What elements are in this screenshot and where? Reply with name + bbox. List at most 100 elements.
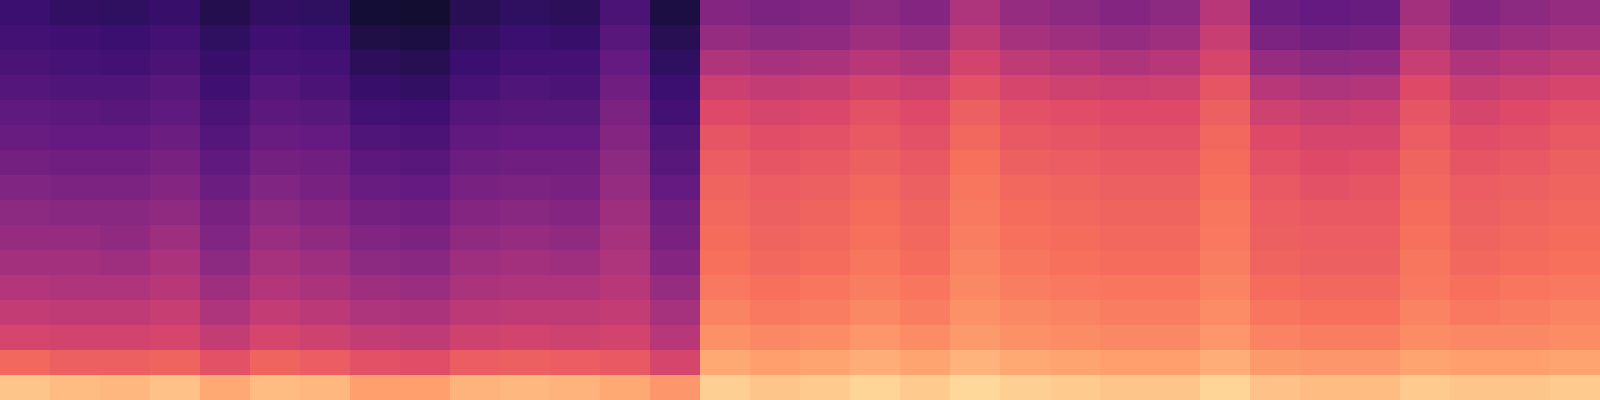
cell bbox=[1050, 375, 1101, 400]
cell bbox=[300, 100, 351, 126]
cell bbox=[800, 25, 851, 51]
cell bbox=[550, 350, 601, 376]
cell bbox=[1500, 150, 1551, 176]
cell bbox=[750, 350, 801, 376]
cell bbox=[800, 250, 851, 276]
cell bbox=[500, 175, 551, 201]
cell bbox=[750, 175, 801, 201]
cell bbox=[1350, 325, 1401, 351]
cell bbox=[1000, 175, 1051, 201]
cell bbox=[300, 175, 351, 201]
cell bbox=[1250, 175, 1301, 201]
cell bbox=[150, 325, 201, 351]
cell bbox=[1400, 125, 1451, 151]
cell bbox=[1500, 275, 1551, 301]
cell bbox=[200, 325, 251, 351]
cell bbox=[600, 225, 651, 251]
cell bbox=[950, 200, 1001, 226]
cell bbox=[1300, 200, 1351, 226]
cell bbox=[1500, 325, 1551, 351]
cell bbox=[600, 150, 651, 176]
cell bbox=[1450, 150, 1501, 176]
cell bbox=[1000, 225, 1051, 251]
cell bbox=[1200, 300, 1251, 326]
cell bbox=[800, 225, 851, 251]
cell bbox=[400, 375, 451, 400]
cell bbox=[650, 375, 701, 400]
cell bbox=[1400, 0, 1451, 26]
cell bbox=[350, 275, 401, 301]
cell bbox=[550, 50, 601, 76]
cell bbox=[1250, 350, 1301, 376]
cell bbox=[1350, 200, 1401, 226]
cell bbox=[750, 100, 801, 126]
cell bbox=[100, 250, 151, 276]
cell bbox=[200, 150, 251, 176]
cell bbox=[350, 300, 401, 326]
cell bbox=[300, 250, 351, 276]
cell bbox=[750, 275, 801, 301]
cell bbox=[100, 350, 151, 376]
cell bbox=[1200, 350, 1251, 376]
cell bbox=[150, 175, 201, 201]
cell bbox=[1500, 75, 1551, 101]
cell bbox=[550, 375, 601, 400]
cell bbox=[1500, 100, 1551, 126]
cell bbox=[50, 225, 101, 251]
cell bbox=[0, 325, 51, 351]
cell bbox=[1500, 225, 1551, 251]
cell bbox=[650, 175, 701, 201]
cell bbox=[850, 125, 901, 151]
cell bbox=[600, 325, 651, 351]
cell bbox=[600, 75, 651, 101]
cell bbox=[550, 150, 601, 176]
cell bbox=[500, 200, 551, 226]
cell bbox=[1500, 350, 1551, 376]
cell bbox=[1050, 0, 1101, 26]
cell bbox=[1300, 350, 1351, 376]
cell bbox=[1050, 25, 1101, 51]
cell bbox=[1550, 75, 1600, 101]
cell bbox=[800, 50, 851, 76]
cell bbox=[700, 0, 751, 26]
cell bbox=[200, 75, 251, 101]
cell bbox=[100, 175, 151, 201]
cell bbox=[1200, 325, 1251, 351]
cell bbox=[1300, 100, 1351, 126]
cell bbox=[1200, 100, 1251, 126]
cell bbox=[1550, 325, 1600, 351]
cell bbox=[1000, 100, 1051, 126]
cell bbox=[1300, 125, 1351, 151]
cell bbox=[300, 200, 351, 226]
cell bbox=[850, 225, 901, 251]
cell bbox=[1400, 325, 1451, 351]
cell bbox=[900, 150, 951, 176]
cell bbox=[300, 125, 351, 151]
cell bbox=[700, 350, 751, 376]
cell bbox=[250, 225, 301, 251]
cell bbox=[850, 100, 901, 126]
cell bbox=[950, 50, 1001, 76]
cell bbox=[1550, 25, 1600, 51]
cell bbox=[1250, 100, 1301, 126]
cell bbox=[400, 250, 451, 276]
cell bbox=[450, 175, 501, 201]
cell bbox=[750, 150, 801, 176]
cell bbox=[50, 375, 101, 400]
cell bbox=[800, 0, 851, 26]
cell bbox=[100, 0, 151, 26]
cell bbox=[1150, 75, 1201, 101]
cell bbox=[500, 375, 551, 400]
cell bbox=[1100, 325, 1151, 351]
cell bbox=[1150, 50, 1201, 76]
cell bbox=[250, 50, 301, 76]
cell bbox=[0, 275, 51, 301]
cell bbox=[1050, 75, 1101, 101]
cell bbox=[1250, 225, 1301, 251]
cell bbox=[0, 50, 51, 76]
cell bbox=[200, 100, 251, 126]
cell bbox=[550, 275, 601, 301]
cell bbox=[450, 100, 501, 126]
cell bbox=[1150, 375, 1201, 400]
cell bbox=[1100, 275, 1151, 301]
